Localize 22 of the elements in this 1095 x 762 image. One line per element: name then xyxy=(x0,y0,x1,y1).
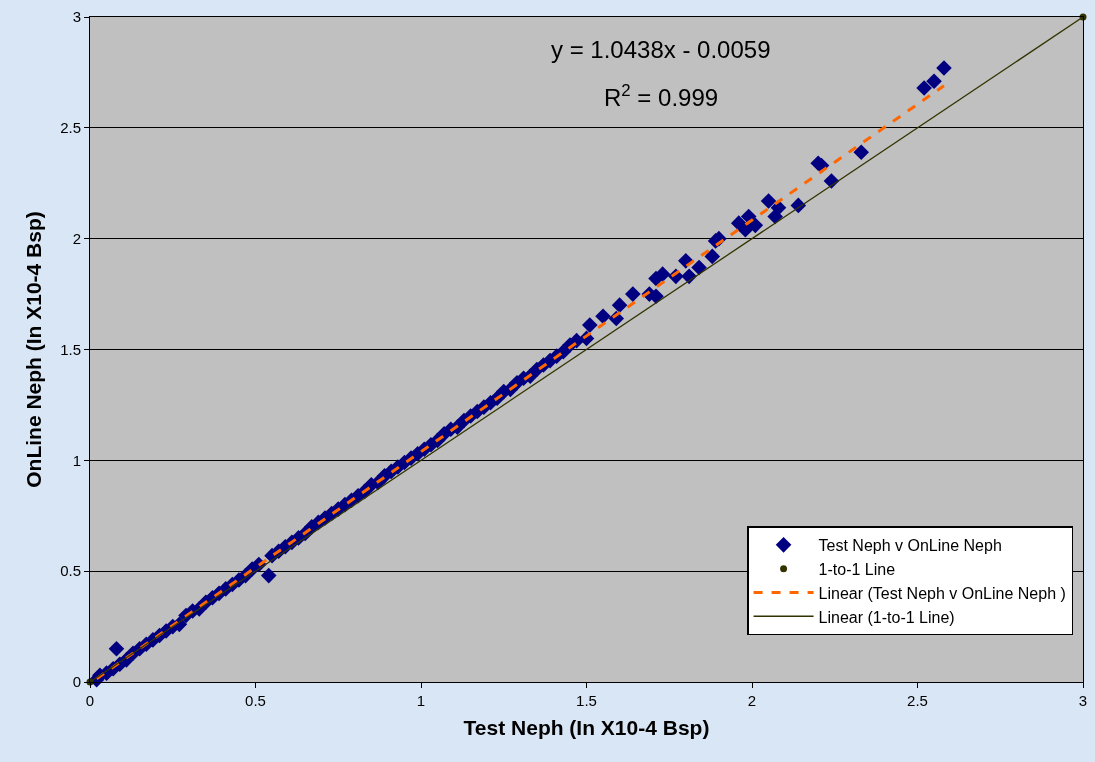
x-tick-label: 3 xyxy=(1078,692,1088,709)
x-tick-label: 0.5 xyxy=(245,692,266,709)
y-axis-title: OnLine Neph (In X10-4 Bsp) xyxy=(22,211,46,488)
legend-label: Linear (1-to-1 Line) xyxy=(818,608,955,626)
y-tick-label: 0.5 xyxy=(60,562,81,580)
x-tick-label: 1.5 xyxy=(576,692,597,709)
annotation: y = 1.0438x - 0.0059 xyxy=(551,36,771,63)
y-tick-label: 2 xyxy=(72,229,81,247)
y-tick-label: 1.5 xyxy=(60,340,81,358)
x-tick-label: 0 xyxy=(85,692,95,709)
x-tick-label: 2.5 xyxy=(907,692,928,709)
x-tick-label: 2 xyxy=(747,692,757,709)
legend-label: Test Neph v OnLine Neph xyxy=(818,537,1002,555)
legend-label: 1-to-1 Line xyxy=(818,560,896,578)
x-tick-label: 1 xyxy=(416,692,426,709)
annotation: R$^{2}$ = 0.999 xyxy=(604,81,719,112)
legend-label: Linear (Test Neph v OnLine Neph ) xyxy=(818,584,1066,602)
x-axis-title: Test Neph (In X10-4 Bsp) xyxy=(463,716,710,740)
y-tick-label: 2.5 xyxy=(60,119,81,137)
y-tick-label: 0 xyxy=(72,673,81,691)
y-tick-label: 3 xyxy=(72,8,81,26)
y-tick-label: 1 xyxy=(72,451,81,469)
